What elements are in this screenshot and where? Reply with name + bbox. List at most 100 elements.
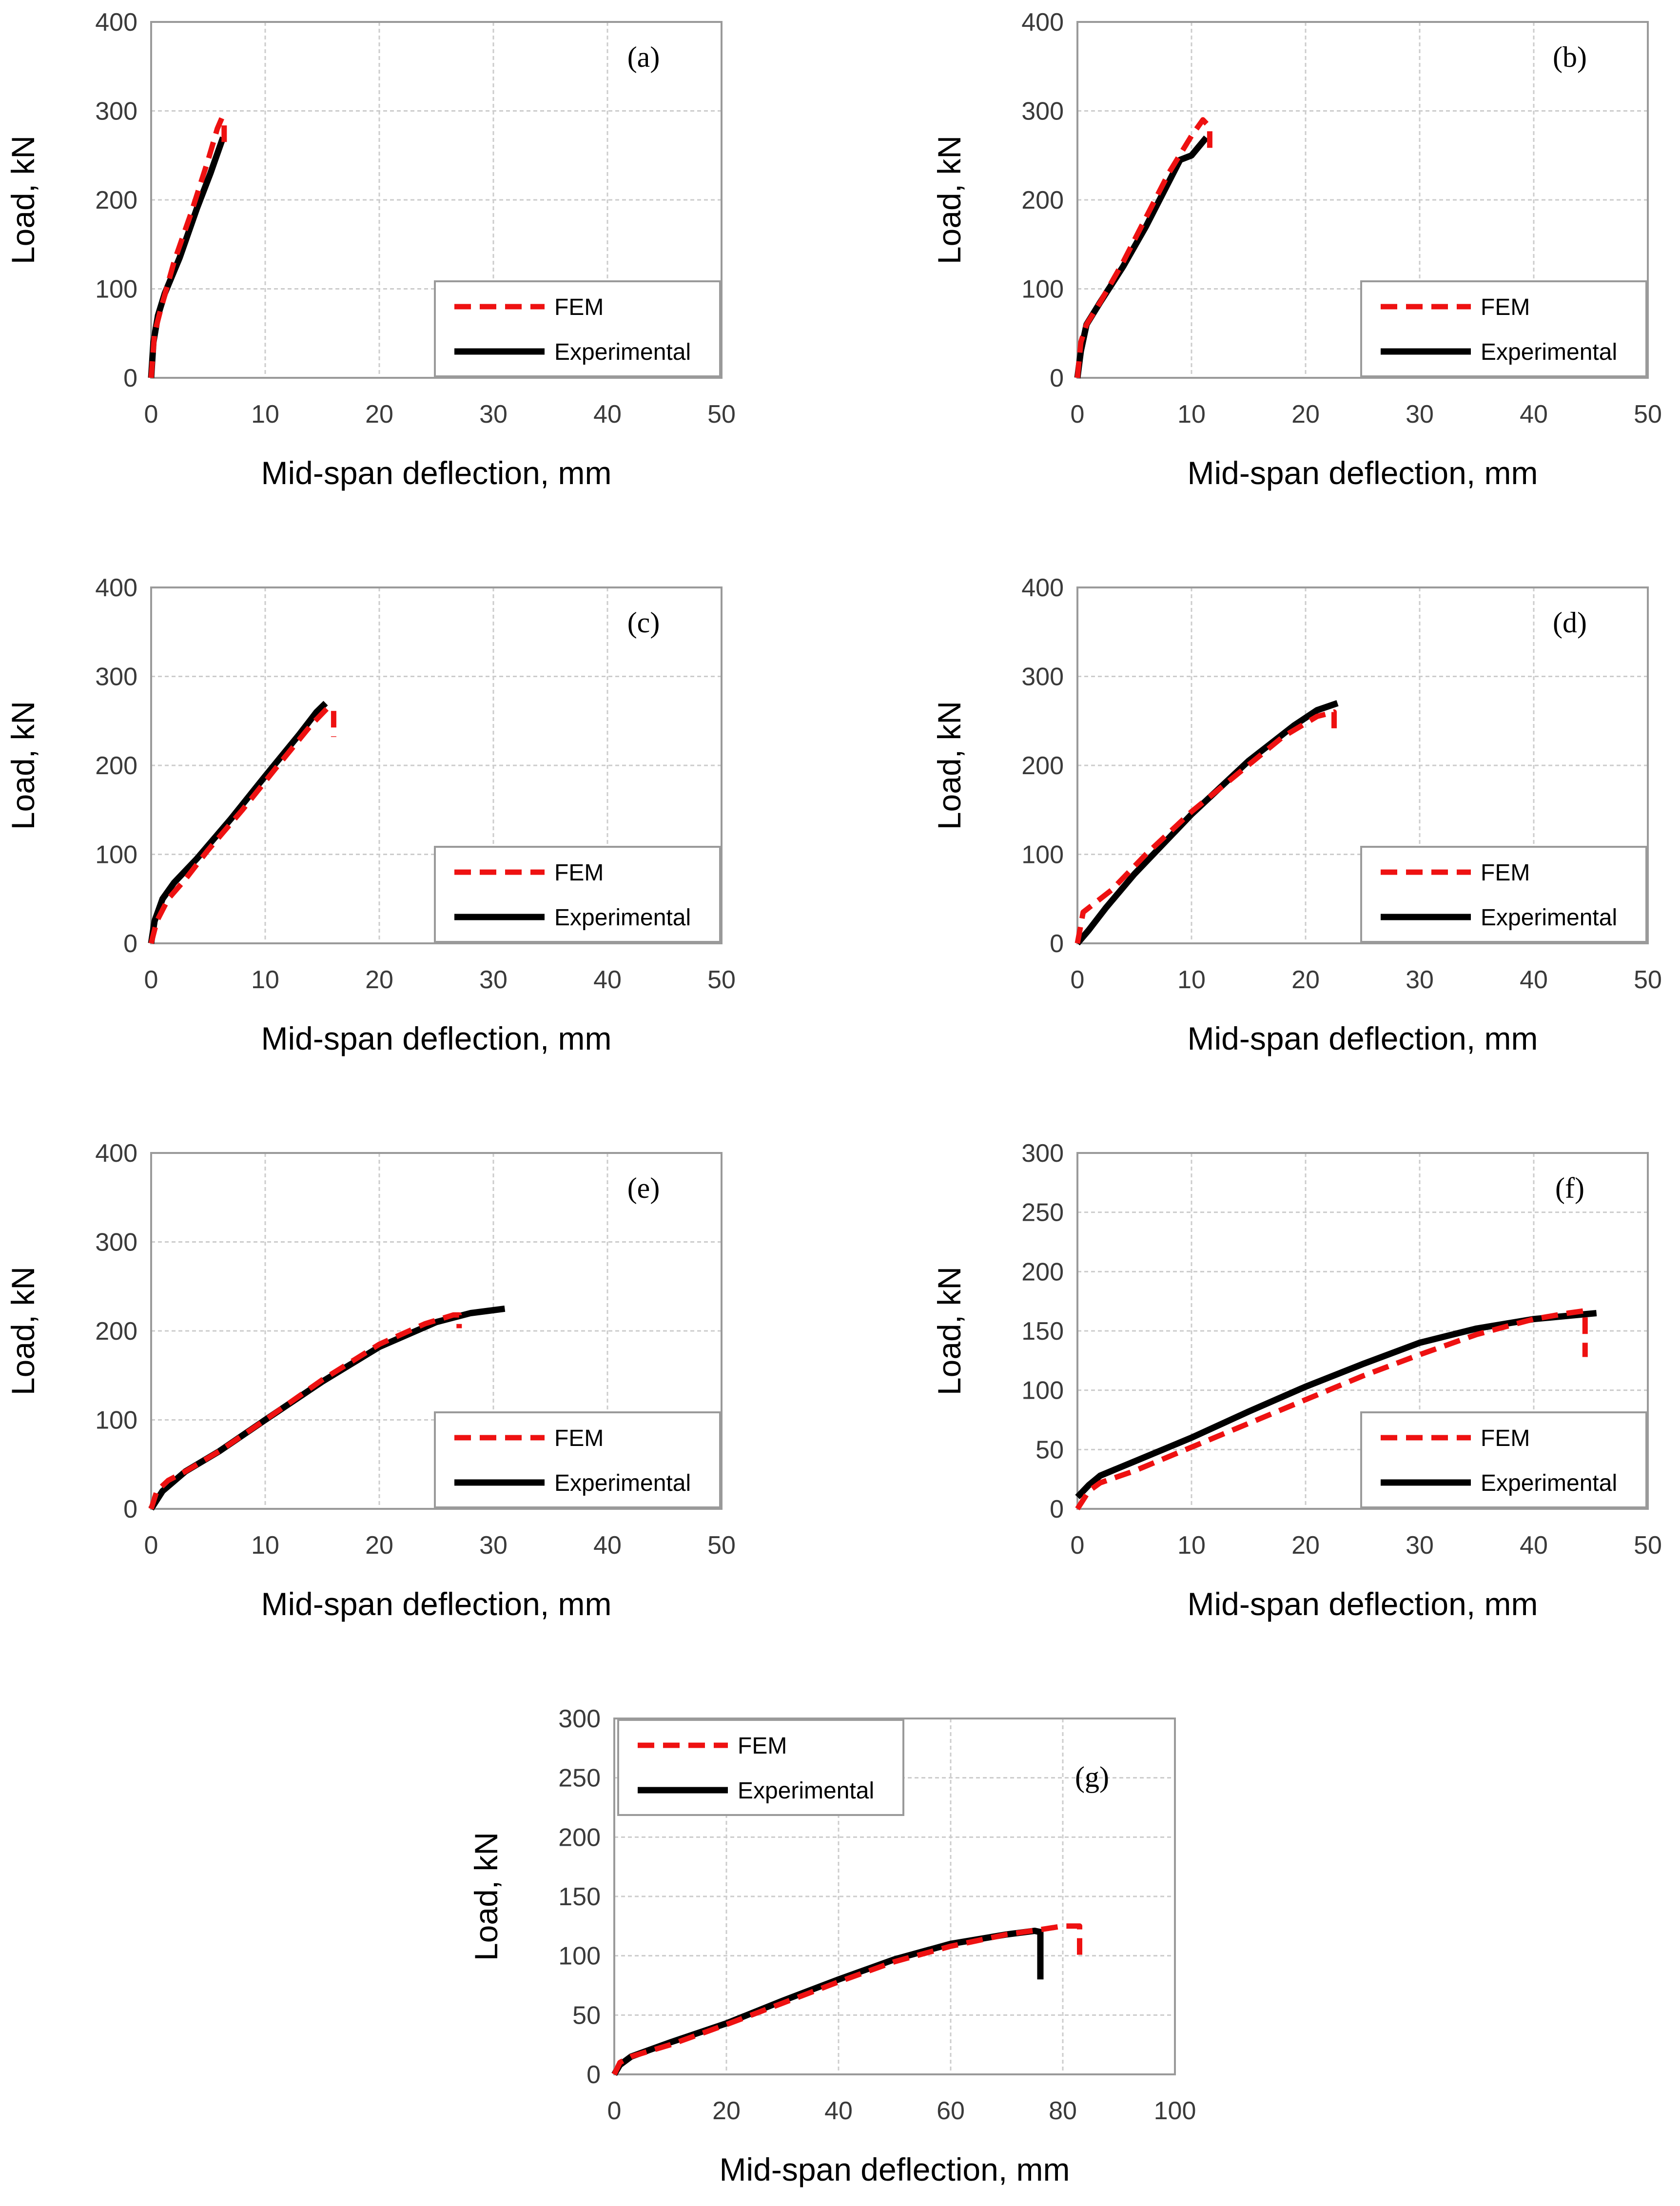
- y-tick-label: 150: [558, 1883, 601, 1911]
- x-tick-label: 60: [937, 2097, 965, 2125]
- legend-entry-label: FEM: [1481, 860, 1530, 886]
- y-tick-label: 50: [1035, 1436, 1064, 1464]
- y-tick-label: 100: [1021, 841, 1064, 869]
- y-tick-label: 300: [95, 1229, 137, 1257]
- legend-entry-label: Experimental: [1481, 905, 1617, 931]
- chart-panel: 0 100 200 300 400 0 10 20 30 40 50 Mid-span deflect…: [5, 574, 736, 1056]
- x-tick-label: 0: [144, 966, 158, 994]
- legend-entry-label: Experimental: [738, 1778, 874, 1804]
- x-tick-label: 20: [1291, 1531, 1320, 1560]
- x-tick-label: 40: [593, 400, 622, 429]
- y-tick-label: 0: [586, 2061, 601, 2089]
- chart-panel: 0 50 100 150 200 250 300 0 10 20 30 40 50 Mid-span de…: [931, 1139, 1662, 1622]
- y-tick-label: 0: [123, 1495, 137, 1523]
- y-tick-label: 400: [95, 8, 137, 37]
- legend: FEM Experimental: [434, 846, 721, 943]
- y-tick-label: 300: [95, 98, 137, 126]
- x-tick-label: 20: [712, 2097, 741, 2125]
- y-tick-label: 200: [95, 752, 137, 780]
- plot-frame: [150, 586, 723, 944]
- fem-series-line: [148, 704, 336, 944]
- x-tick-label: 10: [251, 1531, 279, 1560]
- x-tick-label: 0: [1071, 1531, 1085, 1560]
- x-tick-label: 40: [1520, 966, 1548, 994]
- x-tick-label: 10: [251, 400, 279, 429]
- experimental-series-line: [1075, 1310, 1597, 1500]
- legend-entry-label: Experimental: [554, 1470, 691, 1496]
- plot-frame: [1076, 21, 1649, 379]
- fem-series-line: [612, 1923, 1082, 2076]
- x-tick-label: 0: [1071, 400, 1085, 429]
- x-tick-label: 40: [593, 1531, 622, 1560]
- legend-entry-label: FEM: [1481, 1425, 1530, 1451]
- plot-frame: [1076, 1152, 1649, 1510]
- panel-label: (f): [1555, 1172, 1584, 1204]
- legend-entry-label: Experimental: [1481, 339, 1617, 365]
- y-tick-label: 200: [95, 1317, 137, 1346]
- y-tick-label: 100: [95, 1406, 137, 1435]
- y-tick-label: 100: [558, 1942, 601, 1971]
- legend-box: [1360, 846, 1647, 943]
- x-tick-label: 30: [479, 1531, 508, 1560]
- x-tick-label: 30: [1406, 1531, 1434, 1560]
- x-axis-title: Mid-span deflection, mm: [1188, 1020, 1538, 1056]
- panel-label: (c): [627, 606, 660, 639]
- y-tick-label: 250: [558, 1764, 601, 1793]
- x-tick-label: 10: [251, 966, 279, 994]
- x-axis-title: Mid-span deflection, mm: [261, 1586, 612, 1622]
- x-tick-label: 0: [1071, 966, 1085, 994]
- legend: FEM Experimental: [1360, 846, 1647, 943]
- y-axis-title: Load, kN: [468, 1832, 504, 1961]
- panel-label: (a): [627, 41, 660, 73]
- x-tick-label: 20: [365, 966, 393, 994]
- y-tick-label: 0: [1050, 364, 1064, 392]
- y-tick-label: 0: [1050, 1495, 1064, 1523]
- x-tick-label: 80: [1049, 2097, 1077, 2125]
- y-tick-label: 100: [1021, 275, 1064, 304]
- y-tick-label: 300: [1021, 1139, 1064, 1168]
- experimental-series-line: [1075, 700, 1339, 946]
- y-tick-label: 300: [95, 663, 137, 691]
- x-tick-label: 30: [1406, 400, 1434, 429]
- legend-box: [1360, 1411, 1647, 1508]
- legend-entry-label: Experimental: [1481, 1470, 1617, 1496]
- y-tick-label: 100: [95, 841, 137, 869]
- legend: FEM Experimental: [617, 1719, 904, 1816]
- x-tick-label: 30: [1406, 966, 1434, 994]
- experimental-series-line: [148, 137, 226, 378]
- y-tick-label: 200: [558, 1823, 601, 1852]
- legend-entry-label: FEM: [738, 1733, 787, 1759]
- y-tick-label: 250: [1021, 1199, 1064, 1227]
- x-tick-label: 20: [1291, 966, 1320, 994]
- x-tick-label: 20: [1291, 400, 1320, 429]
- x-tick-label: 10: [1177, 400, 1206, 429]
- x-tick-label: 0: [144, 1531, 158, 1560]
- chart-panel: 0 100 200 300 400 0 10 20 30 40 50 Mid-span deflect…: [5, 1139, 736, 1622]
- chart-panel: 0 100 200 300 400 0 10 20 30 40 50 Mid-span deflect…: [931, 574, 1662, 1056]
- legend-box: [434, 1411, 721, 1508]
- legend-box: [617, 1719, 904, 1816]
- panel-label: (d): [1553, 606, 1587, 639]
- y-tick-label: 0: [123, 930, 137, 958]
- panel-label: (b): [1553, 41, 1587, 73]
- fem-series-line: [148, 1312, 462, 1510]
- fem-series-line: [1075, 1308, 1588, 1510]
- x-tick-label: 30: [479, 400, 508, 429]
- y-tick-label: 200: [1021, 752, 1064, 780]
- fem-series-line: [1074, 709, 1337, 944]
- y-tick-label: 0: [123, 364, 137, 392]
- y-tick-label: 400: [95, 1139, 137, 1168]
- x-tick-label: 50: [1634, 400, 1662, 429]
- y-tick-label: 300: [1021, 98, 1064, 126]
- x-tick-label: 50: [1634, 966, 1662, 994]
- y-tick-label: 400: [1021, 8, 1064, 37]
- legend: FEM Experimental: [434, 280, 721, 377]
- x-axis-title: Mid-span deflection, mm: [1188, 455, 1538, 491]
- panel-label: (e): [627, 1172, 660, 1204]
- x-tick-label: 50: [1634, 1531, 1662, 1560]
- x-tick-label: 10: [1177, 1531, 1206, 1560]
- legend-box: [1360, 280, 1647, 377]
- legend-entry-label: FEM: [554, 1425, 604, 1451]
- x-tick-label: 0: [144, 400, 158, 429]
